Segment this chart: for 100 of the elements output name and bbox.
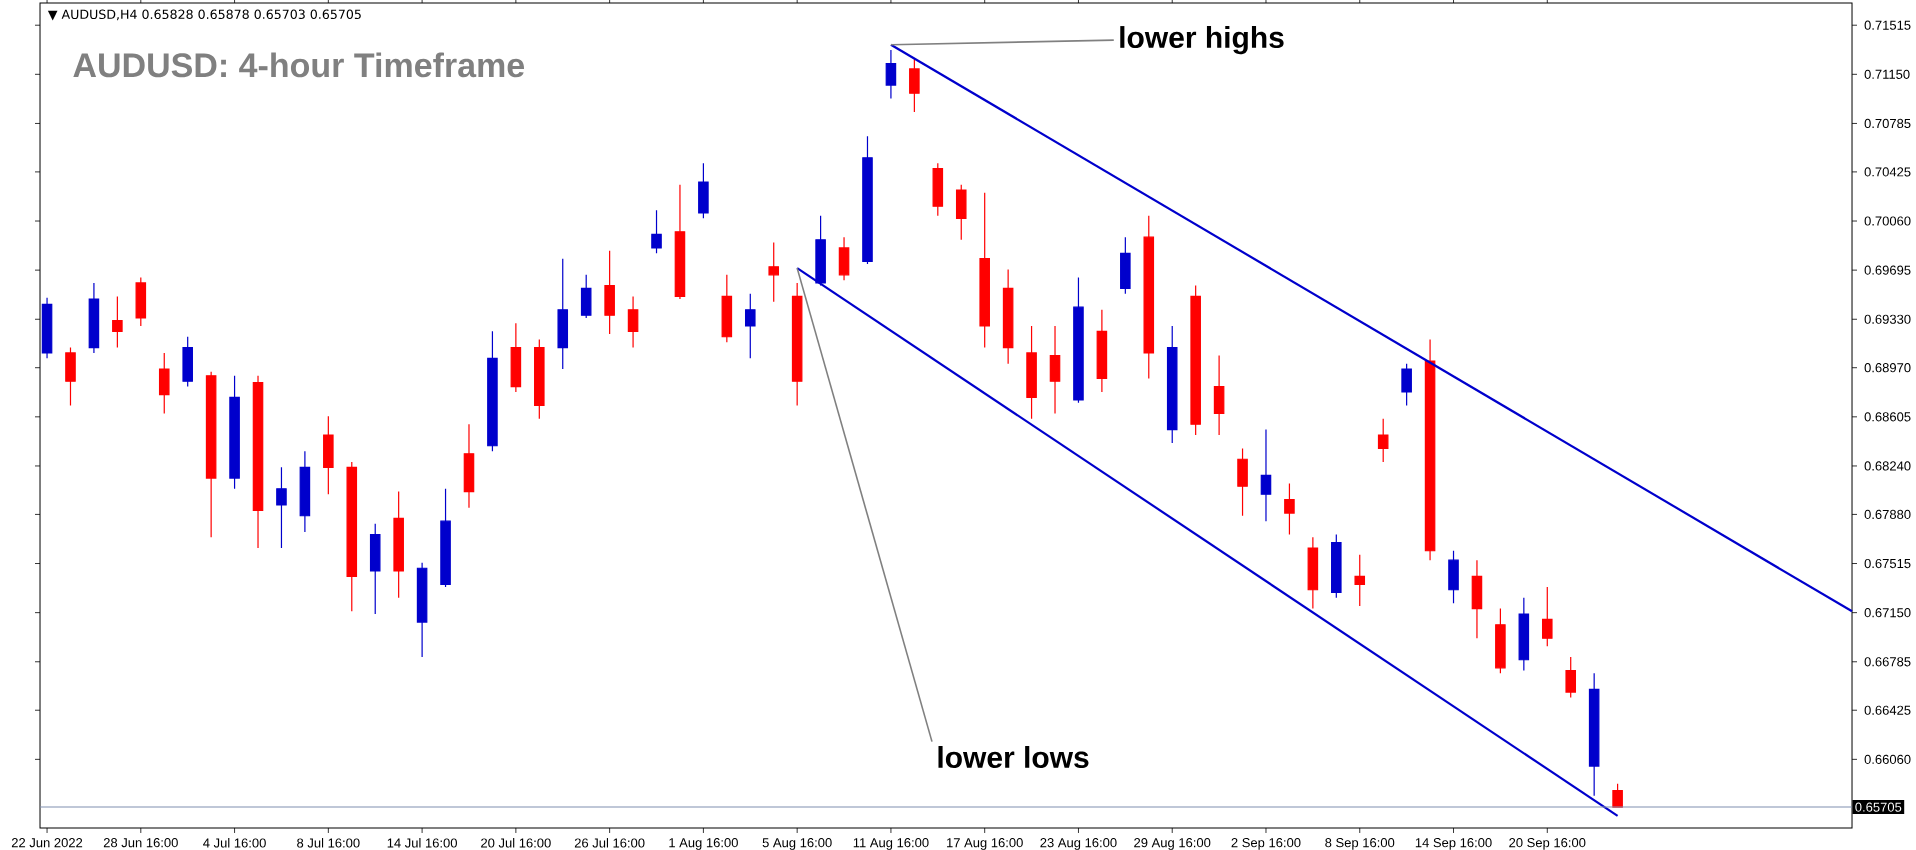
x-tick-label: 22 Jun 2022 [11, 838, 83, 848]
candlestick [1120, 236, 1131, 295]
x-tick-label: 5 Aug 16:00 [762, 838, 832, 850]
annotation: lower highs [1120, 26, 1284, 55]
candlestick [862, 135, 873, 265]
candlestick [229, 375, 240, 490]
candlestick [1049, 325, 1061, 415]
candlestick [1190, 285, 1201, 436]
candlestick [1307, 536, 1319, 610]
candlestick [580, 274, 592, 319]
y-tick-label: 0.70785 [1864, 118, 1911, 129]
x-tick-label: 4 Jul 16:00 [203, 838, 266, 848]
candlestick [276, 466, 287, 549]
x-tick-label: 20 Jul 16:00 [481, 838, 551, 848]
candlestick [135, 276, 147, 327]
candlestick [955, 184, 967, 241]
candlestick [979, 192, 990, 349]
candlestick [299, 450, 311, 533]
candlestick [182, 336, 193, 388]
candlestick [1331, 533, 1342, 599]
candlestick [768, 241, 780, 303]
annotation: ▼ AUDUSD,H4 0.65828 0.65878 0.65703 0.65705 [47, 9, 361, 21]
candlestick [440, 488, 451, 588]
y-tick-label: 0.71515 [1864, 20, 1911, 30]
y-tick-label: 0.68605 [1864, 412, 1911, 422]
candlestick [1565, 656, 1577, 699]
x-tick-label: 23 Aug 16:00 [1040, 838, 1117, 850]
candlestick [369, 523, 381, 615]
y-tick-label: 0.66060 [1864, 754, 1911, 764]
y-tick-label: 0.70425 [1864, 167, 1911, 177]
candlestick [1237, 447, 1248, 517]
y-tick-label: 0.66785 [1864, 657, 1911, 667]
y-tick-label: 0.70060 [1864, 216, 1911, 226]
x-tick-label: 28 Jun 16:00 [103, 838, 178, 848]
y-tick-label: 0.69695 [1864, 265, 1911, 275]
x-tick-label: 14 Sep 16:00 [1415, 838, 1492, 850]
candlestick [1518, 597, 1530, 672]
candlestick [1588, 672, 1600, 797]
candlestick [534, 338, 545, 420]
candlestick [885, 49, 897, 100]
x-tick-label: 8 Sep 16:00 [1325, 838, 1395, 850]
candlestick [393, 490, 404, 599]
candlestick [674, 184, 686, 300]
candlestick [627, 295, 639, 349]
candlestick [791, 282, 803, 406]
x-tick-label: 1 Aug 16:00 [669, 838, 738, 850]
ref-line-label: 0.65705 [1855, 802, 1902, 812]
candlestick [252, 375, 264, 549]
candlestick [158, 352, 170, 415]
candlestick [744, 293, 756, 359]
x-tick-label: 17 Aug 16:00 [947, 838, 1023, 850]
candlestick [510, 322, 522, 393]
candlestick [1213, 355, 1225, 436]
candlestick [1143, 215, 1155, 380]
candlestick [909, 57, 920, 113]
x-tick-label: 2 Sep 16:00 [1231, 838, 1301, 850]
candlestick [1354, 554, 1366, 607]
candlestick [346, 461, 358, 612]
candlestick [323, 415, 334, 495]
candlestick [65, 346, 76, 406]
x-tick-label: 29 Aug 16:00 [1134, 838, 1211, 850]
candlestick [1073, 276, 1084, 404]
y-tick-label: 0.69330 [1864, 314, 1911, 324]
candlestick [1096, 309, 1108, 393]
candlestick [1471, 559, 1483, 639]
candlestick [416, 562, 428, 658]
candlestick [932, 162, 944, 217]
annotation: lower lows [938, 746, 1089, 769]
candlestick [1541, 586, 1553, 647]
candlestick [1377, 418, 1389, 463]
y-tick-label: 0.67150 [1864, 608, 1911, 618]
x-tick-label: 14 Jul 16:00 [387, 838, 457, 848]
candlestick [1424, 338, 1436, 561]
candlestick [1448, 550, 1459, 604]
x-tick-label: 11 Aug 16:00 [853, 838, 929, 850]
candlestick [651, 209, 662, 254]
candlestick [557, 258, 569, 370]
candlestick [1002, 268, 1014, 365]
x-tick-label: 20 Sep 16:00 [1509, 838, 1586, 850]
candlestick [698, 162, 709, 219]
candlestick [112, 295, 123, 349]
candlestick [1612, 783, 1623, 808]
candlestick [41, 297, 53, 359]
y-tick-label: 0.67880 [1864, 509, 1911, 520]
y-tick-label: 0.66425 [1864, 705, 1911, 715]
candlestick [1401, 363, 1412, 406]
candlestick [1284, 482, 1295, 536]
candlestick [205, 371, 217, 538]
candlestick [1495, 608, 1506, 674]
candlestick [487, 330, 498, 452]
text: AUDUSD: 4-hour Timeframe [73, 52, 525, 78]
candlestick [463, 423, 475, 509]
y-tick-label: 0.68970 [1864, 363, 1911, 373]
candlestick [88, 282, 100, 354]
candlestick [1260, 429, 1272, 522]
candlestick [838, 236, 850, 281]
candlestick [604, 250, 615, 335]
x-tick-label: 26 Jul 16:00 [574, 838, 645, 848]
y-tick-label: 0.68240 [1864, 461, 1911, 471]
candlestick [1026, 325, 1037, 420]
